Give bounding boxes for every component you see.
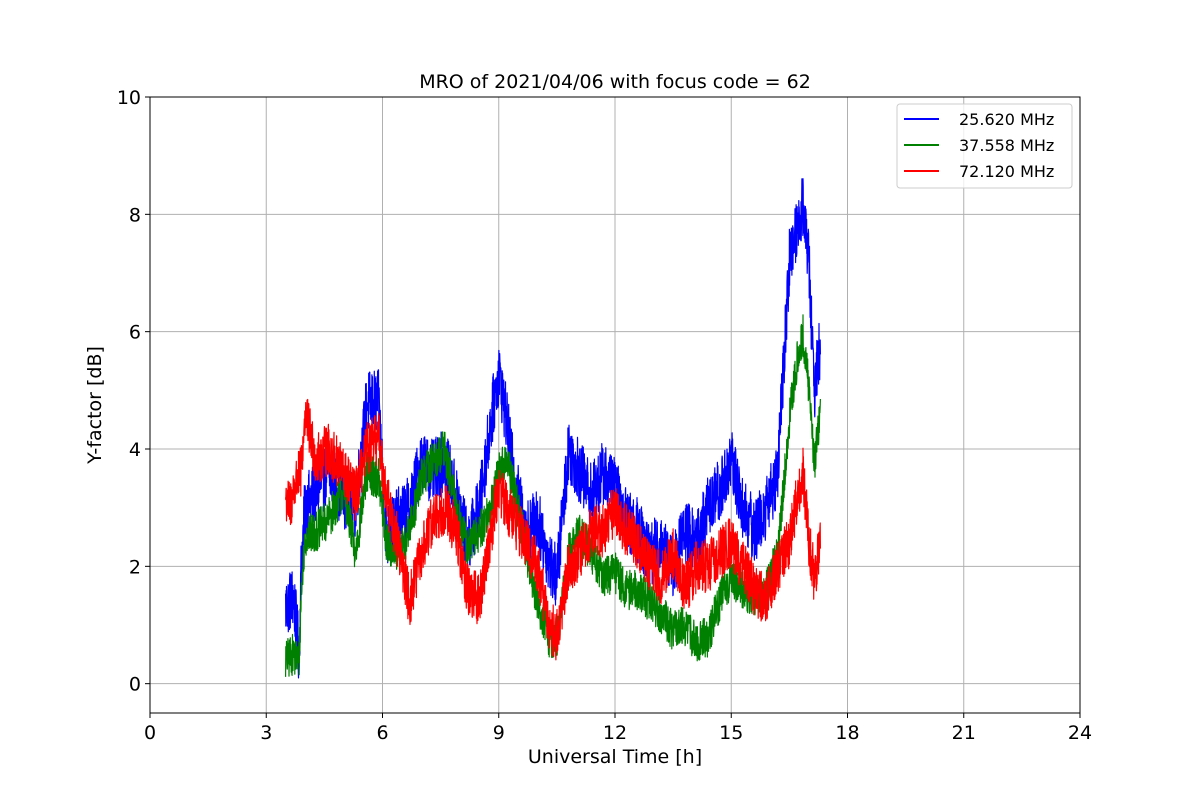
x-tick-label: 15 (719, 722, 743, 744)
series-line (285, 178, 821, 679)
y-axis-label: Y-factor [dB] (84, 346, 106, 465)
legend-label: 25.620 MHz (959, 110, 1054, 129)
legend-label: 72.120 MHz (959, 162, 1054, 181)
grid-lines (149, 96, 1081, 713)
x-tick-label: 24 (1068, 722, 1092, 744)
x-tick-label: 12 (603, 722, 627, 744)
plot-area (285, 178, 821, 679)
x-tick-label: 18 (835, 722, 859, 744)
legend: 25.620 MHz 37.558 MHz 72.120 MHz (896, 103, 1073, 189)
x-tick-label: 21 (952, 722, 976, 744)
y-tick-label: 4 (129, 439, 141, 461)
y-tick-label: 2 (129, 556, 141, 578)
legend-label: 37.558 MHz (959, 136, 1054, 155)
x-tick-label: 3 (260, 722, 272, 744)
x-tick-label: 9 (493, 722, 505, 744)
y-tick-label: 8 (129, 204, 141, 226)
y-tick-label: 0 (129, 674, 141, 696)
x-axis-label: Universal Time [h] (528, 746, 702, 768)
y-tick-label: 10 (117, 87, 141, 109)
x-tick-label: 6 (376, 722, 388, 744)
chart-title: MRO of 2021/04/06 with focus code = 62 (419, 71, 811, 93)
y-tick-label: 6 (129, 322, 141, 344)
x-tick-label: 0 (144, 722, 156, 744)
series-line (285, 398, 821, 661)
legend-box (896, 103, 1073, 189)
